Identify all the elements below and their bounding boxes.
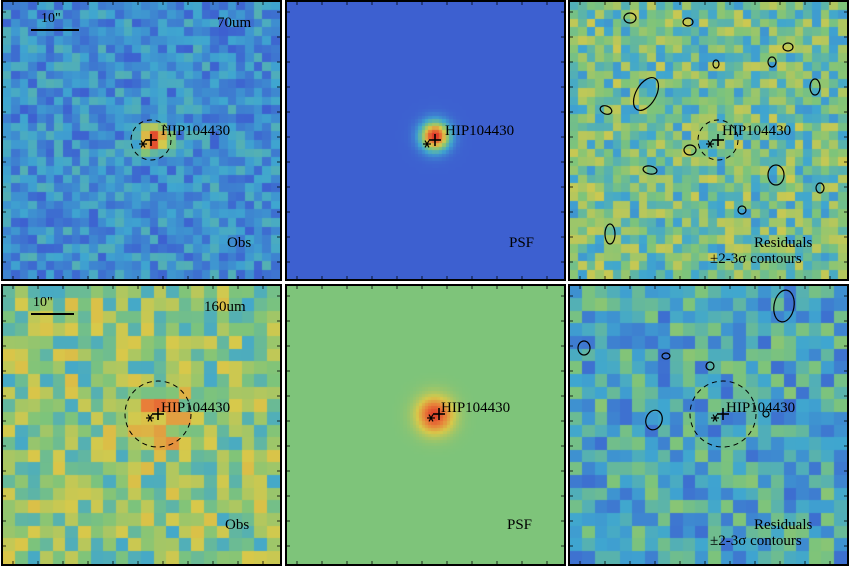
- contour-line: [577, 340, 591, 356]
- target-label: HIP104430: [441, 400, 511, 416]
- asterisk-marker: [706, 140, 714, 148]
- target-label: HIP104430: [161, 400, 231, 416]
- contour-line: [737, 205, 747, 215]
- axis-ticks: [570, 286, 847, 564]
- residual-70um-panel: HIP104430 Residuals ±2-3σ contours: [568, 0, 849, 281]
- contour-line: [642, 165, 658, 175]
- plus-marker: [145, 134, 157, 146]
- psf-160um-panel: HIP104430 PSF: [285, 284, 566, 566]
- aperture-circle: [124, 380, 192, 448]
- axis-ticks: [3, 2, 280, 279]
- psf-160um-overlay: [287, 286, 564, 564]
- plus-marker: [712, 134, 724, 146]
- residual-70um-overlay: [570, 2, 847, 279]
- residual-160um-panel: HIP104430 Residuals ±2-3σ contours: [568, 284, 849, 566]
- contour-line: [682, 17, 694, 27]
- plus-marker: [433, 408, 445, 420]
- contour-line: [773, 289, 795, 323]
- wavelength-label: 160um: [204, 299, 246, 315]
- contour-line: [623, 12, 637, 24]
- contour-line: [705, 361, 715, 371]
- asterisk-marker: [146, 414, 154, 422]
- scale-bar-label: 10": [33, 295, 53, 310]
- asterisk-marker: [139, 140, 147, 148]
- asterisk-marker: [423, 140, 431, 148]
- obs-70um-overlay: [3, 2, 280, 279]
- plus-marker: [152, 408, 164, 420]
- scale-bar-label: 10": [41, 11, 61, 26]
- target-label: HIP104430: [445, 123, 515, 139]
- target-label: HIP104430: [726, 400, 796, 416]
- contour-line: [762, 410, 770, 418]
- residual-160um-overlay: [570, 286, 847, 564]
- scale-bar: [31, 29, 79, 31]
- contour-line: [809, 78, 821, 96]
- psf-160um-image: [287, 286, 564, 564]
- panel-label-residuals: Residuals: [754, 517, 813, 533]
- panel-label-contours: ±2-3σ contours: [710, 533, 802, 549]
- contour-line: [604, 223, 616, 245]
- contour-line: [767, 164, 785, 186]
- obs-160um-panel: 10" 160um HIP104430 Obs: [1, 284, 282, 566]
- asterisk-marker: [711, 414, 719, 422]
- contour-line: [815, 182, 825, 194]
- aperture-circle: [697, 119, 739, 161]
- psf-70um-panel: HIP104430 PSF: [285, 0, 566, 281]
- residual-160um-image: [570, 286, 847, 564]
- contour-line: [782, 42, 794, 52]
- plus-marker: [717, 408, 729, 420]
- aperture-circle: [130, 119, 172, 161]
- contour-line: [767, 56, 777, 68]
- contour-line: [661, 352, 671, 360]
- panel-label-contours: ±2-3σ contours: [710, 251, 802, 267]
- contour-line: [712, 59, 720, 69]
- contour-line: [632, 77, 660, 111]
- contour-line: [645, 409, 663, 431]
- psf-70um-overlay: [287, 2, 564, 279]
- asterisk-marker: [427, 414, 435, 422]
- axis-ticks: [287, 286, 564, 564]
- obs-70um-panel: 10" 70um HIP104430 Obs: [1, 0, 282, 281]
- contour-line: [599, 105, 613, 115]
- target-label: HIP104430: [161, 123, 231, 139]
- axis-ticks: [287, 2, 564, 279]
- aperture-circle: [689, 380, 757, 448]
- axis-ticks: [570, 2, 847, 279]
- panel-label-obs: Obs: [227, 235, 252, 251]
- panel-label-psf: PSF: [509, 235, 535, 251]
- panel-label-psf: PSF: [507, 517, 533, 533]
- panel-label-residuals: Residuals: [754, 235, 813, 251]
- panel-label-obs: Obs: [225, 517, 250, 533]
- obs-160um-overlay: [3, 286, 280, 564]
- obs-160um-image: [3, 286, 280, 564]
- plus-marker: [429, 134, 441, 146]
- contour-line: [683, 144, 697, 156]
- target-label: HIP104430: [722, 123, 792, 139]
- wavelength-label: 70um: [217, 15, 252, 31]
- axis-ticks: [3, 286, 280, 564]
- scale-bar: [31, 313, 74, 315]
